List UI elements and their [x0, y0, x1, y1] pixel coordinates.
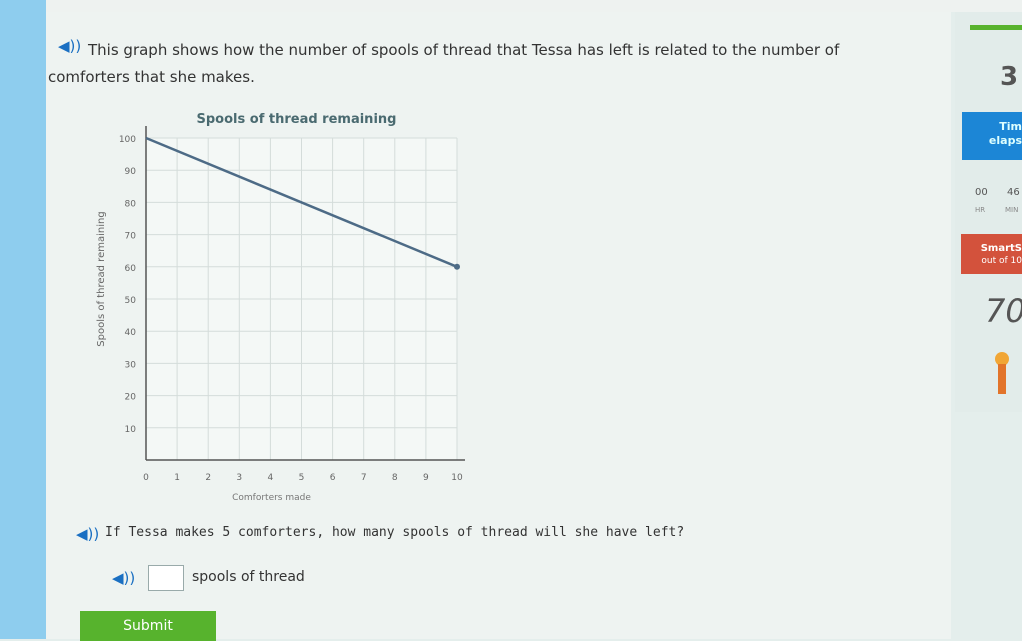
- y-tick-label: 50: [125, 296, 137, 306]
- answer-input[interactable]: [148, 565, 184, 591]
- left-strip: [0, 0, 46, 639]
- x-tick-label: 0: [143, 473, 149, 483]
- questions-answered: 3: [1000, 62, 1019, 92]
- time-label-2: elaps: [988, 134, 1022, 147]
- x-tick-label: 8: [392, 473, 398, 483]
- x-tick-label: 1: [174, 473, 180, 483]
- speaker-icon[interactable]: ◀)): [112, 569, 136, 587]
- question-prompt: If Tessa makes 5 comforters, how many sp…: [105, 525, 685, 540]
- y-tick-label: 100: [119, 135, 136, 145]
- x-tick-label: 9: [423, 473, 429, 483]
- x-tick-label: 4: [268, 473, 274, 483]
- y-tick-label: 20: [125, 393, 137, 403]
- submit-button[interactable]: Submit: [80, 611, 216, 641]
- time-elapsed-header: Tim elaps: [962, 112, 1022, 160]
- sidebar: [955, 12, 1022, 412]
- x-tick-label: 3: [236, 473, 242, 483]
- minutes-value: 46: [1007, 187, 1020, 198]
- chart-title: Spools of thread remaining: [197, 112, 397, 127]
- y-tick-label: 70: [125, 232, 137, 242]
- hours-label: HR: [975, 206, 986, 214]
- ribbon-tail: [998, 364, 1006, 394]
- x-tick-label: 10: [451, 473, 463, 483]
- minutes-label: MIN: [1005, 206, 1019, 214]
- time-label: Tim: [999, 120, 1022, 133]
- line-chart: 0 1 2 3 4 5 6 7 8 9 10 10 20 30 40 50 60 70 80 90 100 Spools …: [96, 112, 465, 503]
- data-line: [145, 136, 458, 268]
- hours-value: 00: [975, 187, 988, 198]
- smartscore-value: 70: [985, 292, 1022, 330]
- x-tick-label: 7: [361, 473, 367, 483]
- smartscore-header: SmartS out of 10: [961, 234, 1022, 274]
- smartscore-sub: out of 10: [981, 256, 1022, 266]
- y-tick-label: 30: [125, 360, 137, 370]
- y-tick-label: 40: [125, 328, 137, 338]
- award-ribbon-icon: [995, 352, 1009, 366]
- question-intro: This graph shows how the number of spool…: [48, 41, 840, 86]
- y-tick-label: 60: [125, 264, 137, 274]
- y-tick-label: 90: [125, 167, 137, 177]
- smartscore-label: SmartS: [980, 243, 1022, 254]
- speaker-icon[interactable]: ◀)): [76, 525, 100, 543]
- progress-bar: [970, 25, 1022, 30]
- x-tick-label: 2: [205, 473, 211, 483]
- x-tick-label: 5: [299, 473, 305, 483]
- x-axis-label: Comforters made: [232, 493, 311, 503]
- y-tick-label: 10: [125, 425, 137, 435]
- data-point: [454, 263, 460, 270]
- speaker-icon[interactable]: ◀)): [58, 37, 82, 55]
- browser-top: [0, 0, 1022, 12]
- y-axis-label: Spools of thread remaining: [96, 211, 107, 346]
- unit-label: spools of thread: [192, 569, 305, 585]
- y-tick-label: 80: [125, 199, 137, 209]
- x-tick-label: 6: [330, 473, 336, 483]
